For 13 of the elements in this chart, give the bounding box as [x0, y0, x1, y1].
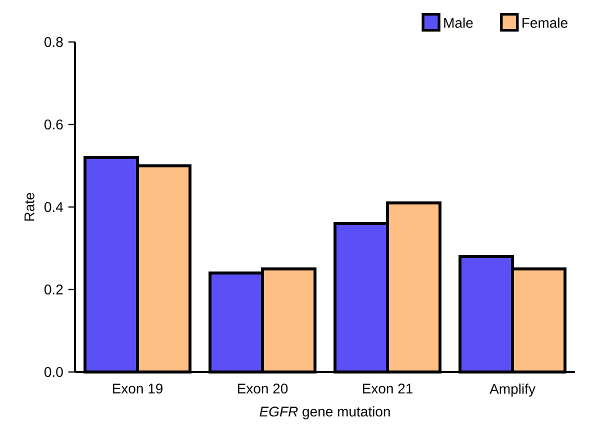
- y-tick-label: 0.4: [44, 202, 63, 212]
- legend-label: Female: [522, 18, 568, 28]
- y-tick-label: 0.6: [44, 120, 63, 130]
- x-tick-label: Exon 19: [112, 384, 162, 394]
- y-tick-label: 0.0: [44, 367, 63, 377]
- x-tick-label: Exon 21: [362, 384, 412, 394]
- y-axis-title: Rate: [24, 192, 34, 221]
- x-axis-title: EGFR gene mutation: [260, 406, 390, 420]
- x-tick-label: Amplify: [490, 384, 536, 397]
- legend-label: Male: [444, 18, 473, 28]
- y-tick-label: 0.2: [44, 284, 63, 294]
- y-tick-label: 0.8: [44, 37, 63, 47]
- x-tick-label: Exon 20: [238, 384, 288, 394]
